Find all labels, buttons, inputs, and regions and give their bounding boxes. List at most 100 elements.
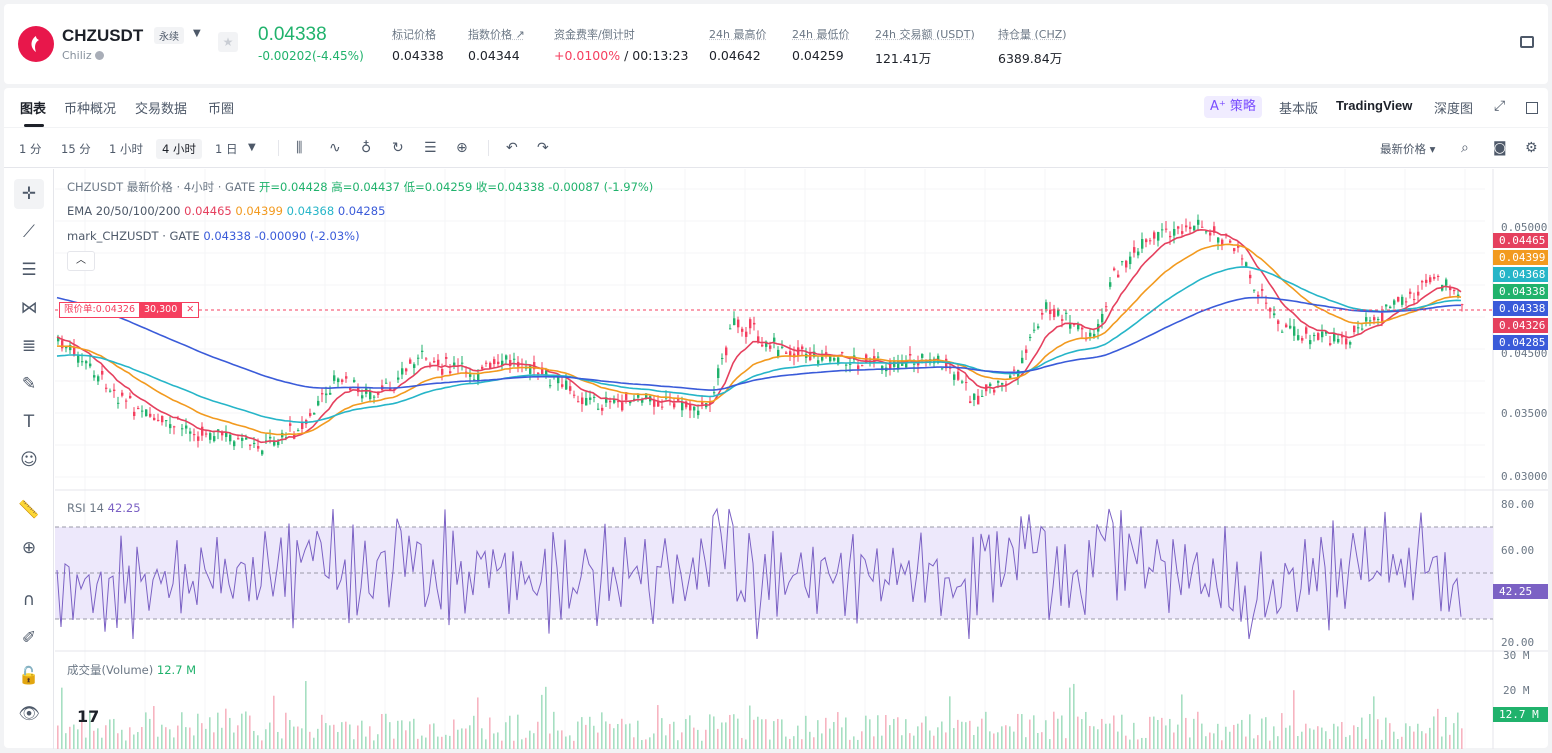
volume-legend: 成交量(Volume) 12.7 M	[67, 662, 196, 678]
legend-ohlc: 开=0.04428 高=0.04437 低=0.04259 收=0.04338 …	[258, 180, 654, 194]
tab-basic[interactable]: 基本版	[1279, 102, 1319, 117]
stat-label[interactable]: 持仓量 (CHZ)	[998, 28, 1067, 41]
price-axis-label: 0.03000	[1501, 470, 1548, 483]
stat-24h-turnover: 24h 交易额 (USDT) 121.41万	[875, 26, 975, 67]
volume-value-tag: 12.7 M	[1493, 707, 1548, 722]
favorite-star-icon[interactable]: ★	[218, 32, 238, 52]
symbol-name[interactable]: CHZUSDT	[62, 26, 144, 45]
tab-chart[interactable]: 图表	[20, 102, 47, 117]
stat-label[interactable]: 资金费率/倒计时	[554, 28, 635, 41]
coin-name: Chiliz	[62, 49, 104, 62]
limit-order-line[interactable]: 限价单:0.04326 30,300 ✕	[59, 302, 200, 318]
ai-strategy-label: 策略	[1229, 99, 1256, 114]
tab-depth[interactable]: 深度图	[1434, 102, 1474, 117]
chart-area[interactable]: CHZUSDT 最新价格 · 4小时 · GATE 开=0.04428 高=0.…	[55, 169, 1548, 749]
stat-value: 0.04344	[468, 48, 520, 63]
stat-label: 24h 最低价	[792, 28, 850, 41]
templates-icon[interactable]: ☰	[424, 140, 437, 156]
tab-crypto-circle[interactable]: 币圈	[208, 102, 235, 117]
lock-drawing-icon[interactable]: ✐	[21, 628, 37, 648]
ema200-value: 0.04285	[337, 204, 386, 218]
ruler-icon[interactable]: 📏	[18, 500, 40, 520]
price-chart-svg[interactable]	[55, 169, 1548, 749]
volume-label: 成交量(Volume)	[67, 663, 154, 677]
camera-icon[interactable]: ◙	[1493, 140, 1507, 156]
lock-icon[interactable]: 🔓	[18, 666, 40, 686]
rsi-axis-label: 80.00	[1501, 498, 1535, 511]
perpetual-badge: 永续	[154, 27, 184, 44]
alert-icon[interactable]: ♁	[361, 140, 372, 156]
gear-icon[interactable]: ⚙	[1525, 140, 1538, 156]
stat-label[interactable]: 指数价格 ↗	[468, 28, 525, 41]
price-tag: 0.04285	[1493, 335, 1548, 350]
indicators-icon[interactable]: ∿	[329, 140, 341, 156]
ema20-value: 0.04465	[184, 204, 232, 218]
book-icon[interactable]	[1520, 36, 1534, 48]
stat-label: 24h 交易额 (USDT)	[875, 28, 975, 41]
emoji-icon[interactable]: ☺	[20, 450, 38, 470]
price-type-select[interactable]: 最新价格 ▾	[1380, 142, 1436, 156]
chart-panel: 图表 币种概况 交易数据 币圈 A⁺ 策略 基本版 TradingView 深度…	[4, 88, 1548, 749]
timeframe-15m[interactable]: 15 分	[61, 142, 91, 156]
order-label[interactable]: 限价单:0.04326	[59, 302, 140, 318]
price-tag: 0.04399	[1493, 250, 1548, 265]
eye-icon[interactable]: 👁	[18, 704, 40, 724]
mark-values: 0.04338 -0.00090 (-2.03%)	[203, 229, 360, 243]
pattern-icon[interactable]: ⋈	[20, 298, 38, 318]
chevron-down-icon[interactable]: ▼	[193, 28, 201, 39]
trendline-icon[interactable]: ⟋	[23, 222, 35, 242]
chiliz-logo-icon	[18, 26, 54, 62]
price-tag: 0.04338	[1493, 301, 1548, 316]
countdown-value: / 00:13:23	[620, 48, 689, 63]
order-qty[interactable]: 30,300	[140, 302, 182, 318]
info-icon[interactable]	[94, 51, 104, 60]
zoom-in-icon[interactable]: ⊕	[21, 538, 37, 558]
ema50-value: 0.04399	[235, 204, 283, 218]
tab-coin-overview[interactable]: 币种概况	[64, 102, 117, 117]
magnet-icon[interactable]: ∩	[22, 590, 36, 610]
ai-strategy-button[interactable]: A⁺ 策略	[1204, 96, 1262, 118]
expand-icon[interactable]: ⤢	[1494, 98, 1506, 114]
horizontal-lines-icon[interactable]: ☰	[21, 260, 37, 280]
fib-icon[interactable]: ≣	[21, 336, 37, 356]
close-icon[interactable]: ✕	[181, 302, 200, 318]
chevron-down-icon[interactable]: ▼	[248, 142, 256, 153]
stat-value: 0.04259	[792, 48, 844, 63]
brush-icon[interactable]: ✎	[21, 374, 37, 394]
stat-value: 121.41万	[875, 51, 932, 66]
redo-icon[interactable]: ↷	[537, 140, 549, 156]
window-icon[interactable]	[1526, 102, 1538, 114]
search-icon[interactable]: ⌕	[1461, 140, 1469, 156]
undo-icon[interactable]: ↶	[506, 140, 518, 156]
replay-icon[interactable]: ↻	[392, 140, 404, 156]
ema-label: EMA 20/50/100/200	[67, 204, 181, 218]
rsi-value: 42.25	[107, 501, 141, 515]
volume-axis-label: 20 M	[1503, 684, 1530, 697]
tab-tradingview[interactable]: TradingView	[1336, 98, 1413, 113]
timeframe-4h[interactable]: 4 小时	[156, 139, 202, 159]
candle-type-icon[interactable]: ⫼	[296, 140, 303, 156]
tab-trade-data[interactable]: 交易数据	[135, 102, 188, 117]
divider	[278, 140, 279, 156]
timeframe-1d[interactable]: 1 日	[215, 142, 238, 156]
stat-value: 0.04642	[709, 48, 761, 63]
stat-24h-low: 24h 最低价 0.04259	[792, 26, 849, 63]
ai-icon: A⁺	[1210, 99, 1230, 114]
crosshair-icon[interactable]: ✛	[14, 179, 44, 209]
collapse-legend-button[interactable]: ︿	[67, 251, 95, 271]
add-icon[interactable]: ⊕	[456, 140, 468, 156]
funding-rate-value: +0.0100%	[554, 48, 621, 63]
timeframe-1m[interactable]: 1 分	[19, 142, 42, 156]
text-icon[interactable]: T	[23, 412, 35, 432]
timeframe-1h[interactable]: 1 小时	[109, 142, 143, 156]
stat-mark-price: 标记价格 0.04338	[392, 26, 444, 63]
legend-ema: EMA 20/50/100/200 0.04465 0.04399 0.0436…	[67, 204, 385, 218]
stat-label[interactable]: 标记价格	[392, 28, 436, 41]
stat-index-price: 指数价格 ↗ 0.04344	[468, 26, 525, 63]
legend-title: CHZUSDT 最新价格 · 4小时 · GATE	[67, 180, 256, 194]
coin-name-text: Chiliz	[62, 49, 92, 62]
mark-label: mark_CHZUSDT · GATE	[67, 229, 200, 243]
price-tag: 0.04326	[1493, 318, 1548, 333]
stat-label: 24h 最高价	[709, 28, 767, 41]
tradingview-logo-icon: 𝟭𝟳	[77, 707, 100, 726]
